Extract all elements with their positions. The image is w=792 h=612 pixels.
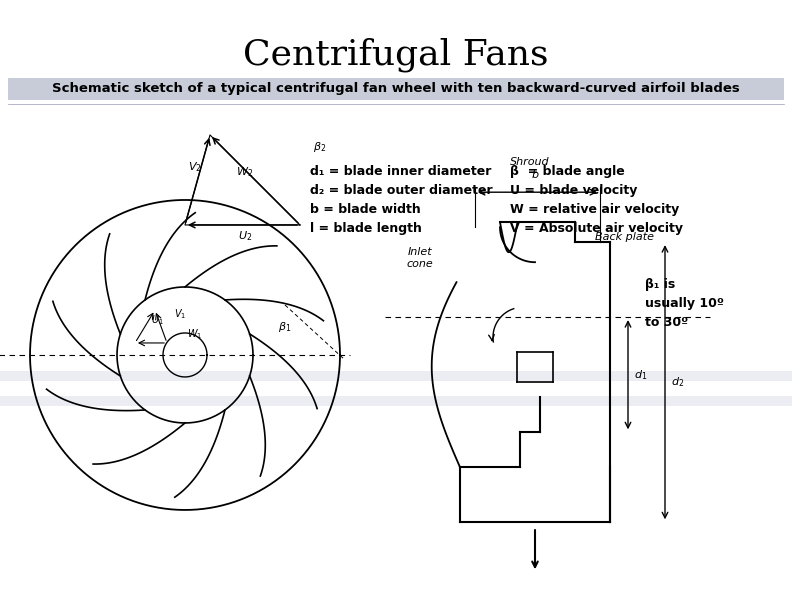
Text: $V_2$: $V_2$ [188, 160, 202, 174]
Bar [0, 371, 792, 381]
Bar [8, 78, 784, 100]
Text: $\beta_1$: $\beta_1$ [278, 320, 291, 334]
Text: $U_1$: $U_1$ [150, 313, 163, 327]
Text: β  = blade angle: β = blade angle [510, 165, 625, 178]
Text: to 30º: to 30º [645, 316, 688, 329]
Text: $V_1$: $V_1$ [174, 307, 186, 321]
Text: d₁ = blade inner diameter: d₁ = blade inner diameter [310, 165, 491, 178]
Text: $U_2$: $U_2$ [238, 229, 252, 243]
Text: usually 10º: usually 10º [645, 297, 724, 310]
Text: Centrifugal Fans: Centrifugal Fans [243, 38, 549, 72]
Text: $d_2$: $d_2$ [671, 375, 684, 389]
Text: β₁ is: β₁ is [645, 278, 676, 291]
Bar [0, 396, 792, 406]
Text: $d_1$: $d_1$ [634, 368, 647, 382]
Text: $W_2$: $W_2$ [237, 165, 253, 179]
Text: U = blade velocity: U = blade velocity [510, 184, 638, 197]
Text: l = blade length: l = blade length [310, 222, 422, 235]
Text: $b$: $b$ [531, 168, 539, 180]
Text: b = blade width: b = blade width [310, 203, 421, 216]
Text: Back plate: Back plate [595, 232, 654, 242]
Text: V = Absolute air velocity: V = Absolute air velocity [510, 222, 683, 235]
Text: d₂ = blade outer diameter: d₂ = blade outer diameter [310, 184, 493, 197]
Text: W = relative air velocity: W = relative air velocity [510, 203, 680, 216]
Text: $W_1$: $W_1$ [188, 327, 203, 341]
Text: Shroud: Shroud [510, 157, 550, 167]
Text: $\beta_2$: $\beta_2$ [314, 140, 326, 154]
Text: Schematic sketch of a typical centrifugal fan wheel with ten backward-curved air: Schematic sketch of a typical centrifuga… [52, 82, 740, 95]
Text: Inlet
cone: Inlet cone [406, 247, 433, 269]
